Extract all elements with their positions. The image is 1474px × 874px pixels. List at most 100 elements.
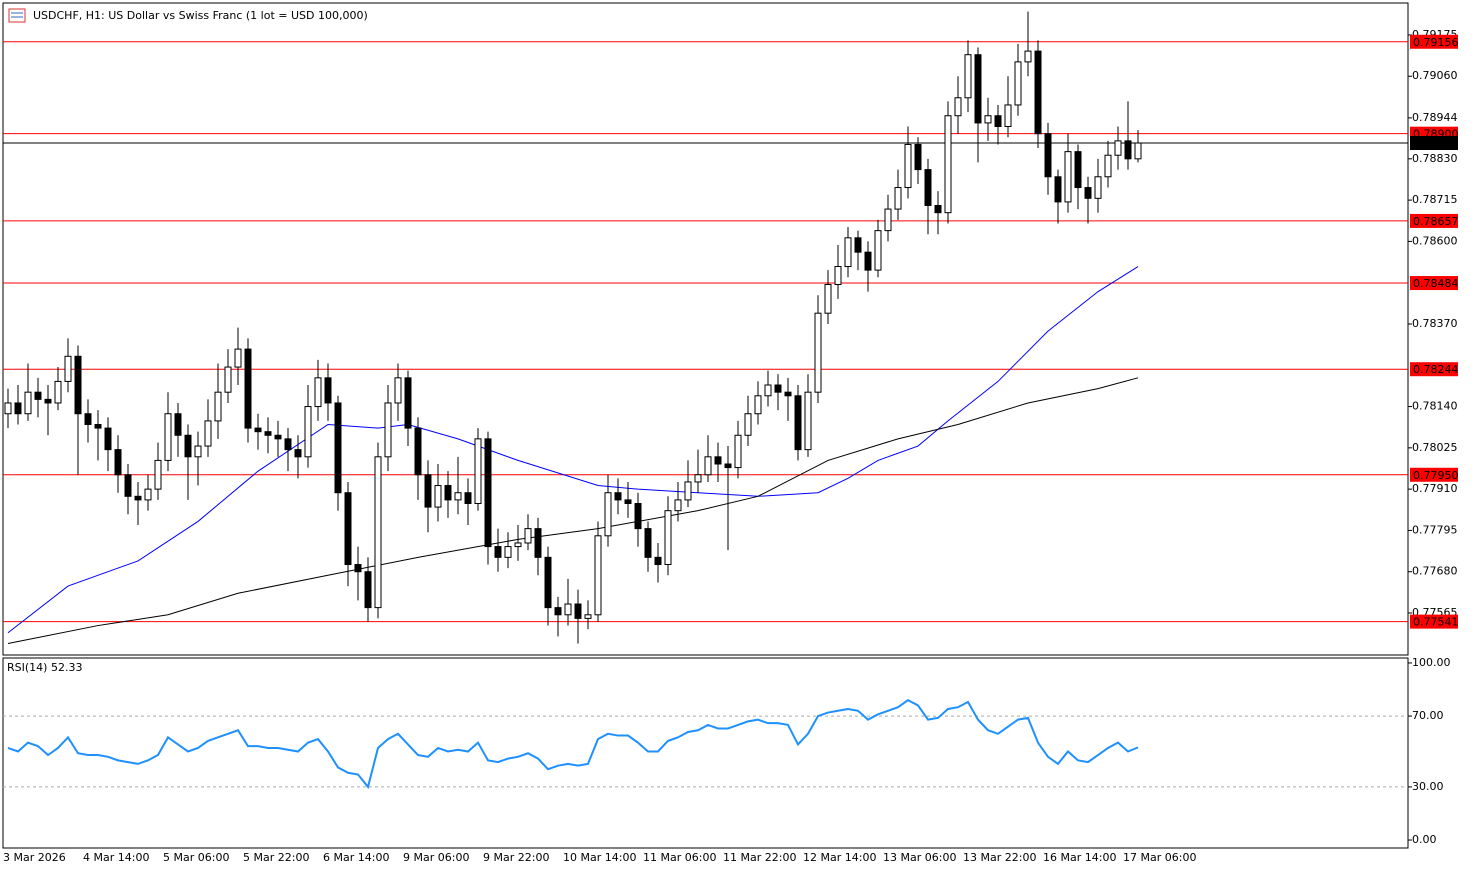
candle-body [1094, 176, 1102, 199]
candle-body [464, 492, 472, 504]
candle-body [94, 424, 102, 429]
candle-body [254, 427, 262, 433]
y-tick-label: 0.78830 [1412, 152, 1458, 165]
candle-body [14, 402, 22, 415]
candle-body [844, 237, 852, 268]
candle-body [554, 607, 562, 616]
candle-body [964, 54, 972, 99]
candle-body [494, 546, 502, 558]
x-tick-label: 13 Mar 06:00 [883, 851, 956, 864]
candle-body [384, 402, 392, 458]
candle-body [1124, 140, 1132, 160]
candle-body [994, 115, 1002, 128]
candle-body [124, 474, 132, 497]
candle-body [724, 463, 732, 469]
y-tick-label: 0.77910 [1412, 482, 1458, 495]
chart-title: USDCHF, H1: US Dollar vs Swiss Franc (1 … [33, 9, 368, 22]
x-tick-label: 5 Mar 22:00 [243, 851, 309, 864]
icon-box [8, 8, 26, 23]
candle-body [1134, 142, 1142, 160]
candle-body [354, 564, 362, 573]
y-tick-label: 0.78715 [1412, 193, 1458, 206]
candle-body [284, 438, 292, 451]
candle-body [694, 474, 702, 483]
candle-body [824, 283, 832, 314]
candle-body [314, 377, 322, 408]
candle-body [424, 474, 432, 508]
candle-body [764, 384, 772, 397]
candle-body [544, 556, 552, 609]
candle-body [954, 97, 962, 117]
candle-body [374, 456, 382, 609]
y-tick-label: 0.77795 [1412, 523, 1458, 536]
candle-body [924, 169, 932, 206]
candle-body [24, 391, 32, 415]
candle-body [1024, 50, 1032, 63]
candle-body [624, 499, 632, 504]
candle-body [884, 208, 892, 232]
candle-body [644, 528, 652, 558]
candle-body [814, 312, 822, 393]
candle-body [454, 492, 462, 501]
candle-body [1114, 140, 1122, 156]
candle-body [1044, 133, 1052, 178]
candle-body [614, 492, 622, 501]
candle-body [204, 420, 212, 447]
candle-body [404, 377, 412, 429]
level-label: 0.78657 [1413, 215, 1459, 228]
candle-body [194, 445, 202, 458]
candle-body [394, 377, 402, 404]
candle-body [74, 355, 82, 415]
y-tick-label: 0.78025 [1412, 441, 1458, 454]
candle-body [774, 384, 782, 393]
candle-body [364, 571, 372, 609]
candle-body [744, 413, 752, 436]
candle-body [734, 434, 742, 469]
candle-body [914, 143, 922, 171]
rsi-line [7, 698, 1139, 790]
candle-body [304, 406, 312, 458]
x-tick-label: 5 Mar 06:00 [163, 851, 229, 864]
candle-body [84, 413, 92, 426]
x-tick-label: 11 Mar 06:00 [643, 851, 716, 864]
candle-body [604, 492, 612, 537]
candle-body [1074, 151, 1082, 189]
y-tick-label: 0.78944 [1412, 111, 1458, 124]
level-label: 0.77950 [1413, 469, 1459, 482]
candle-body [184, 434, 192, 458]
y-tick-label: 70.00 [1412, 709, 1444, 722]
level-label-box [1410, 362, 1458, 377]
x-tick-label: 13 Mar 22:00 [963, 851, 1036, 864]
candle-body [654, 556, 662, 566]
y-tick-label: 0.00 [1412, 833, 1437, 846]
x-tick-label: 6 Mar 14:00 [323, 851, 389, 864]
candle-body [334, 402, 342, 494]
candle-body [114, 449, 122, 476]
candle-body [54, 380, 62, 404]
candle-body [684, 481, 692, 501]
candle-body [224, 366, 232, 393]
candle-body [794, 395, 802, 451]
candle-body [174, 413, 182, 436]
candle-body [514, 542, 522, 548]
y-tick-label: 0.79060 [1412, 69, 1458, 82]
candle-body [434, 485, 442, 508]
level-label: 0.78244 [1413, 363, 1459, 376]
candle-body [594, 535, 602, 616]
candle-body [34, 391, 42, 400]
level-label-box [1410, 213, 1458, 228]
candle-body [564, 603, 572, 616]
x-tick-label: 11 Mar 22:00 [723, 851, 796, 864]
candle-body [674, 499, 682, 512]
candle-body [1034, 50, 1042, 135]
candle-body [344, 492, 352, 566]
candle-body [1004, 104, 1012, 128]
y-tick-label: 0.78600 [1412, 234, 1458, 247]
moving-average [7, 266, 1139, 634]
x-tick-label: 10 Mar 14:00 [563, 851, 636, 864]
rsi-frame [2, 657, 1409, 849]
candle-body [1104, 154, 1112, 178]
candle-body [44, 398, 52, 404]
y-tick-label: 0.78140 [1412, 400, 1458, 413]
x-tick-label: 16 Mar 14:00 [1043, 851, 1116, 864]
